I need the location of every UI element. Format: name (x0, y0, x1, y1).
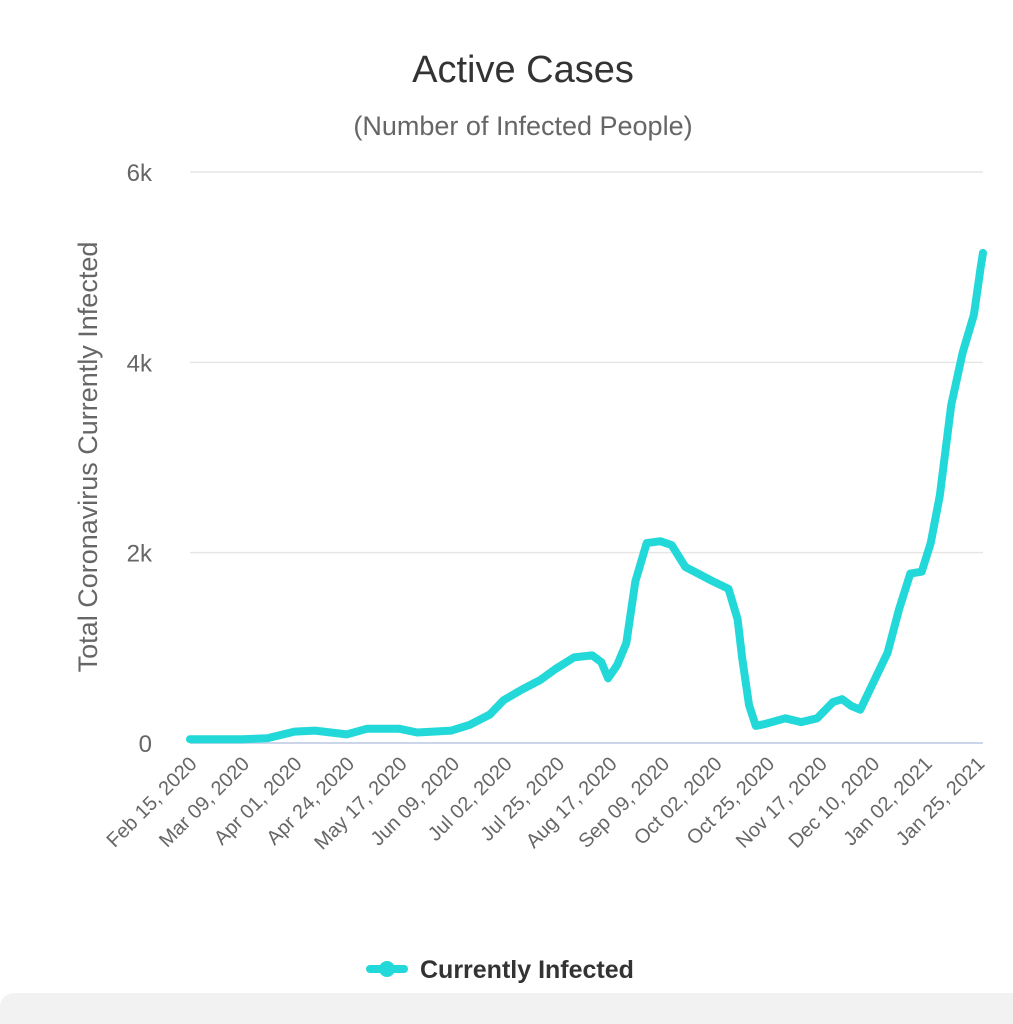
x-tick-label: Aug 17, 2020 (522, 753, 622, 853)
x-tick-label: Nov 17, 2020 (732, 753, 832, 853)
chart-subtitle: (Number of Infected People) (353, 111, 692, 141)
x-tick-label: Dec 10, 2020 (785, 753, 885, 853)
y-tick-label: 6k (127, 160, 153, 187)
y-axis-title: Total Coronavirus Currently Infected (73, 242, 103, 673)
y-axis-ticks: 0 2k 4k 6k (127, 160, 153, 758)
x-tick-label: May 17, 2020 (310, 753, 411, 854)
y-tick-label: 0 (139, 731, 152, 758)
y-tick-label: 2k (127, 541, 153, 568)
y-tick-label: 4k (127, 350, 153, 377)
legend-marker-symbol (379, 961, 395, 977)
chart-title: Active Cases (412, 49, 634, 91)
x-tick-label: Feb 15, 2020 (103, 753, 202, 852)
series-line-currently-infected (186, 248, 987, 744)
bottom-panel (0, 993, 1013, 1024)
grid-lines (190, 171, 983, 744)
legend[interactable]: Currently Infected (366, 956, 634, 984)
x-tick-label: Sep 09, 2020 (574, 753, 674, 853)
legend-label: Currently Infected (420, 956, 634, 984)
